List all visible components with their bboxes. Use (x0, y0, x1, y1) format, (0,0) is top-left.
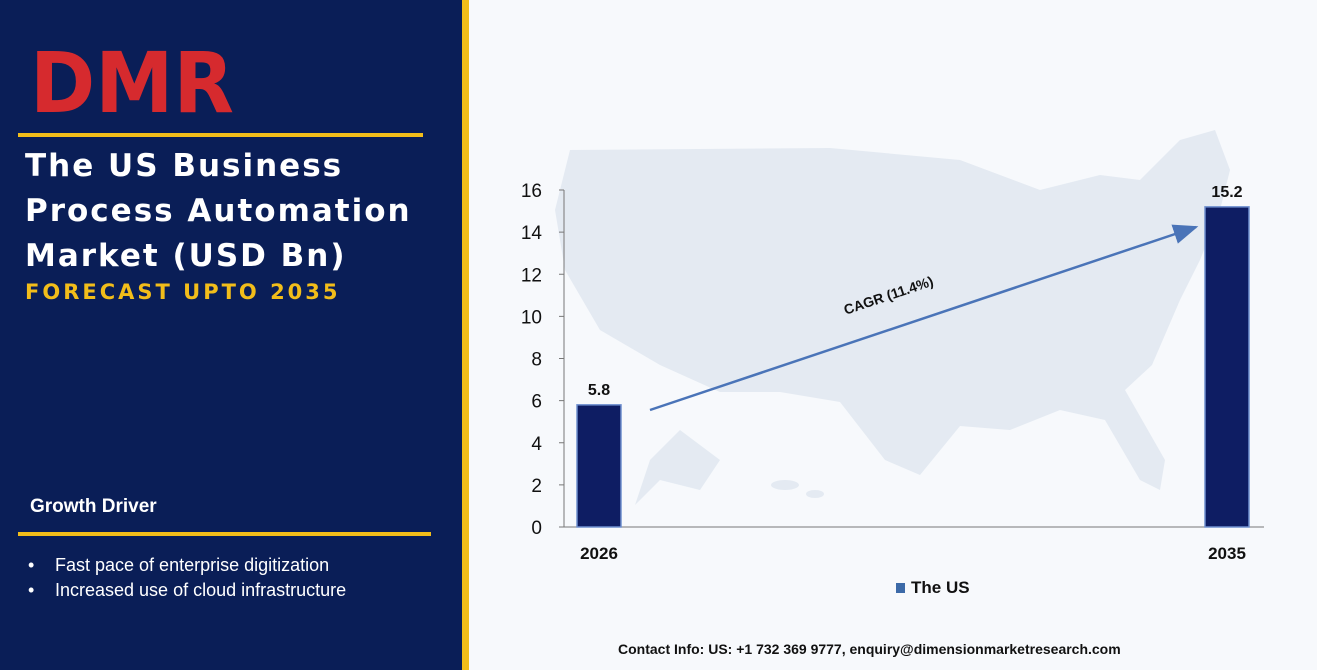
list-item: • Fast pace of enterprise digitization (28, 553, 346, 578)
contact-label: Contact Info: (618, 641, 705, 657)
gold-divider (462, 0, 469, 670)
contact-value: US: +1 732 369 9777, enquiry@dimensionma… (708, 641, 1121, 657)
y-tick-label: 6 (531, 392, 542, 413)
y-tick-label: 2 (531, 476, 542, 497)
cagr-arrow (649, 224, 1199, 412)
bar (1204, 206, 1250, 528)
list-item: • Increased use of cloud infrastructure (28, 578, 346, 603)
x-tick-label: 2026 (580, 544, 618, 563)
growth-driver-list: • Fast pace of enterprise digitization • I… (28, 553, 346, 603)
cagr-annotation: CAGR (11.4%) (842, 273, 936, 318)
y-tick-label: 8 (531, 350, 542, 371)
title-rule (18, 133, 423, 137)
logo-text: DMR (30, 40, 234, 118)
dmr-logo: DMR (30, 40, 234, 118)
data-label: 15.2 (1211, 184, 1242, 201)
y-tick-label: 14 (521, 223, 543, 244)
bar (576, 404, 622, 528)
growth-driver-rule (18, 532, 431, 536)
y-tick-label: 12 (521, 265, 542, 286)
growth-driver-item: Increased use of cloud infrastructure (55, 580, 347, 600)
legend-square-icon (896, 583, 905, 593)
growth-driver-item: Fast pace of enterprise digitization (55, 555, 330, 575)
us-map-background-icon (555, 130, 1230, 505)
y-tick-label: 16 (521, 181, 542, 202)
y-tick-label: 0 (531, 518, 542, 539)
bar-chart: 0 2 4 6 8 10 12 14 16 5.8 2026 15.2 2035 CAGR (11.4… (521, 181, 1264, 597)
bullet-icon: • (28, 580, 35, 600)
left-panel: DMR The US Business Process Automation M… (0, 0, 462, 670)
page-subtitle: FORECAST UPTO 2035 (25, 280, 341, 304)
x-tick-label: 2035 (1208, 544, 1246, 563)
legend-entry: The US (911, 578, 970, 597)
bullet-icon: • (28, 555, 35, 575)
page-title: The US Business Process Automation Marke… (25, 148, 412, 274)
y-tick-label: 10 (521, 307, 542, 328)
data-label: 5.8 (588, 382, 610, 399)
growth-driver-heading: Growth Driver (30, 496, 157, 517)
contact-info: Contact Info: US: +1 732 369 9777, enqui… (618, 641, 1121, 657)
y-tick-label: 4 (531, 434, 542, 455)
